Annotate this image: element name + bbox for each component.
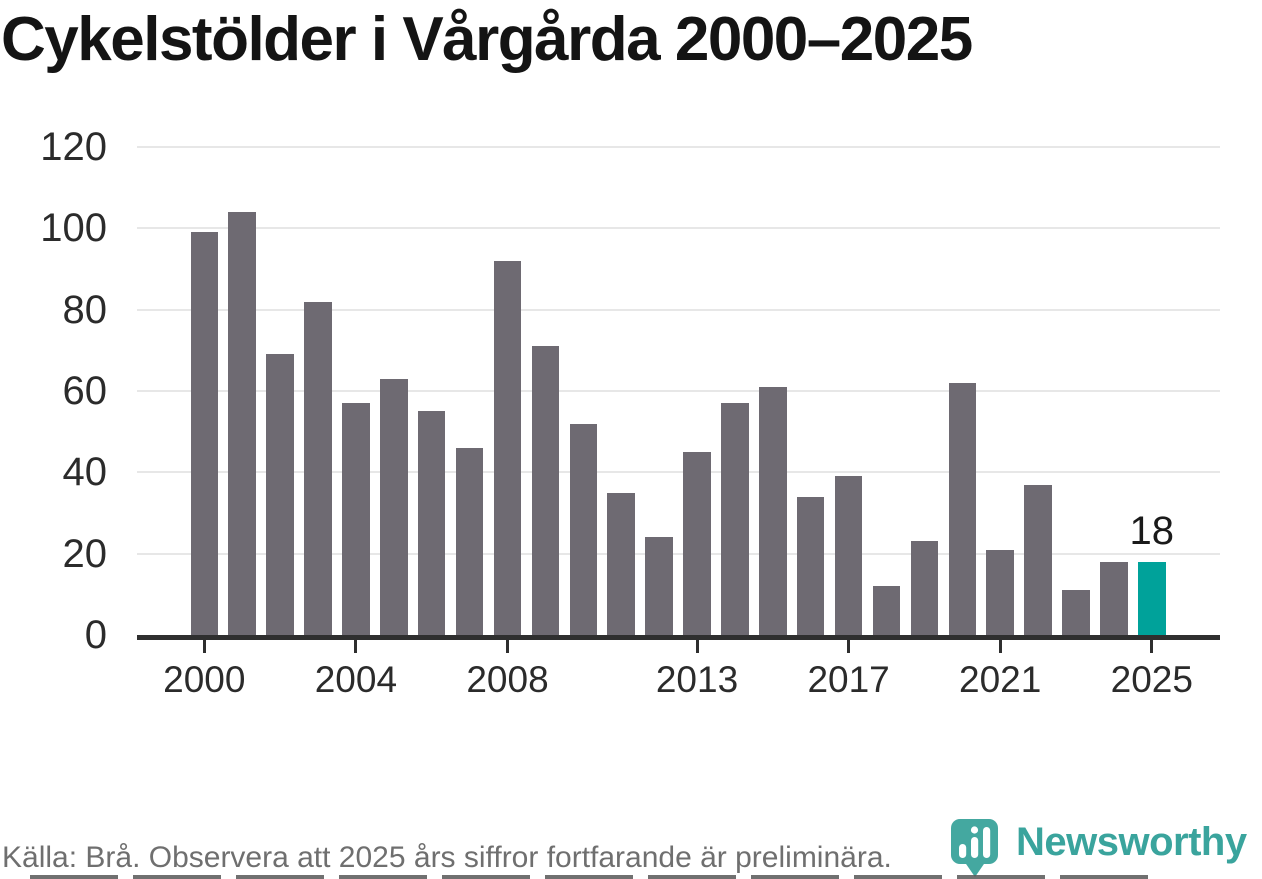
bar-2016 [796, 496, 825, 635]
bar-2011 [607, 492, 635, 635]
bar-2021 [986, 549, 1014, 635]
x-tick-2000 [202, 640, 206, 653]
y-tick-label-80: 80 [62, 287, 108, 332]
bar-2004 [342, 403, 370, 635]
x-tick-label-2008: 2008 [466, 659, 549, 700]
gridline-20 [137, 552, 1220, 555]
bar-2017 [834, 476, 863, 635]
bar-2002 [266, 354, 294, 635]
bar-2015 [759, 386, 787, 635]
newsworthy-logo: Newsworthy [950, 817, 1262, 879]
newsworthy-wordmark: Newsworthy [1016, 820, 1247, 864]
bar-2007 [455, 447, 484, 635]
y-tick-label-100: 100 [40, 206, 107, 251]
x-tick-label-2025: 2025 [1110, 659, 1193, 700]
newsworthy-pin-icon [951, 819, 998, 877]
x-tick-2021 [998, 640, 1002, 653]
bar-2014 [721, 403, 749, 635]
bar-2006 [417, 411, 446, 635]
bar-2013 [683, 452, 711, 635]
bar-2020 [948, 382, 977, 635]
x-tick-2008 [506, 640, 509, 653]
x-axis-line [137, 635, 1220, 640]
gridline-40 [137, 471, 1220, 474]
y-tick-label-40: 40 [62, 450, 108, 495]
x-tick-label-2004: 2004 [314, 659, 398, 700]
x-tick-2025 [1150, 640, 1154, 653]
x-tick-label-2017: 2017 [807, 659, 890, 700]
bar-2019 [910, 541, 939, 635]
gridline-80 [137, 308, 1220, 311]
bar-value-label: 18 [1129, 508, 1175, 553]
bar-2010 [569, 423, 598, 635]
bar-2001 [228, 212, 256, 635]
y-tick-label-20: 20 [62, 531, 108, 576]
bar-2005 [380, 378, 408, 635]
gridline-60 [137, 390, 1220, 392]
y-tick-label-60: 60 [62, 369, 108, 413]
gridline-100 [137, 227, 1220, 230]
x-tick-label-2021: 2021 [959, 659, 1042, 700]
x-tick-label-2000: 2000 [163, 659, 246, 700]
source-note: Källa: Brå. Observera att 2025 års siffr… [2, 841, 892, 874]
y-tick-label-120: 120 [40, 125, 107, 169]
bar-2024 [1100, 561, 1128, 635]
bar-2018 [872, 586, 901, 635]
bar-2023 [1062, 590, 1090, 635]
bar-2022 [1024, 484, 1052, 635]
cropped-bottom-row [30, 875, 1155, 879]
bar-2009 [531, 346, 560, 635]
bar-2025 [1138, 561, 1166, 635]
bar-2000 [190, 232, 219, 635]
page-title: Cykelstölder i Vårgårda 2000–2025 [1, 5, 973, 74]
gridline-120 [137, 146, 1220, 148]
x-tick-2013 [695, 640, 699, 653]
bar-2012 [645, 537, 673, 635]
bar-2003 [304, 301, 332, 635]
x-tick-label-2013: 2013 [655, 659, 739, 700]
x-tick-2017 [847, 640, 851, 653]
x-tick-2004 [354, 640, 358, 653]
bar-2008 [493, 260, 522, 635]
y-tick-label-0: 0 [84, 613, 107, 657]
